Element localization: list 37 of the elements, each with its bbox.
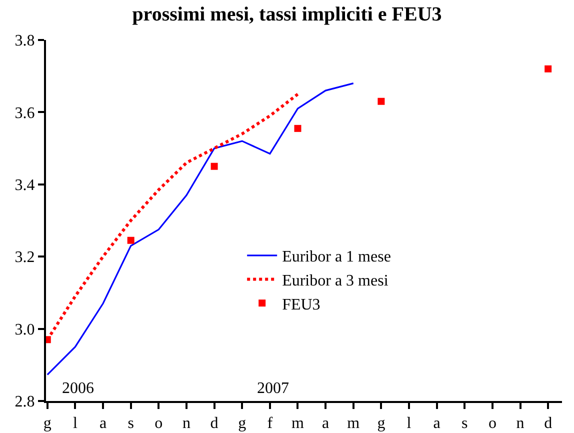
x-tick-label: l — [72, 415, 78, 432]
annotation: 2007 — [257, 380, 289, 397]
x-tick-label: g — [238, 415, 246, 432]
x-tick-label: g — [43, 415, 52, 432]
x-tick-label: m — [292, 415, 305, 432]
x-tick-label: o — [488, 415, 496, 432]
x-tick-label: m — [347, 415, 360, 432]
line-series — [46, 82, 354, 376]
x-tick-label: d — [544, 415, 552, 432]
point — [294, 124, 302, 132]
legend-label: FEU3 — [282, 296, 320, 314]
point — [127, 236, 134, 244]
x-tick-label: n — [516, 415, 524, 432]
x-tick-label: g — [377, 415, 386, 432]
x-tick-label: s — [462, 415, 468, 432]
x-tick-label: s — [128, 415, 134, 432]
x-tick-label: d — [210, 415, 218, 432]
y-tick-label: 3.2 — [14, 249, 35, 266]
x-tick-label: a — [322, 415, 330, 432]
x-tick-label: n — [182, 415, 190, 432]
y-tick-label: 3.0 — [14, 321, 35, 338]
chart-title: prossimi mesi, tassi impliciti e FEU3 — [132, 3, 442, 26]
y-tick-label: 3.4 — [14, 177, 35, 194]
y-tick-label: 3.8 — [14, 32, 35, 50]
x-tick-label: l — [406, 415, 412, 432]
y-tick-label: 3.6 — [14, 104, 35, 122]
legend-label: Euribor a 1 mese — [282, 248, 391, 266]
x-tick-label: a — [99, 415, 107, 432]
point — [378, 98, 385, 105]
point — [544, 65, 552, 72]
annotation: 2006 — [62, 380, 94, 397]
x-tick-label: o — [154, 415, 163, 432]
x-tick-label: a — [433, 415, 440, 432]
x-tick-label: f — [267, 415, 274, 432]
legend-label: Euribor a 3 mesi — [282, 272, 389, 290]
y-tick-label: 2.8 — [14, 394, 35, 411]
point — [210, 162, 218, 170]
